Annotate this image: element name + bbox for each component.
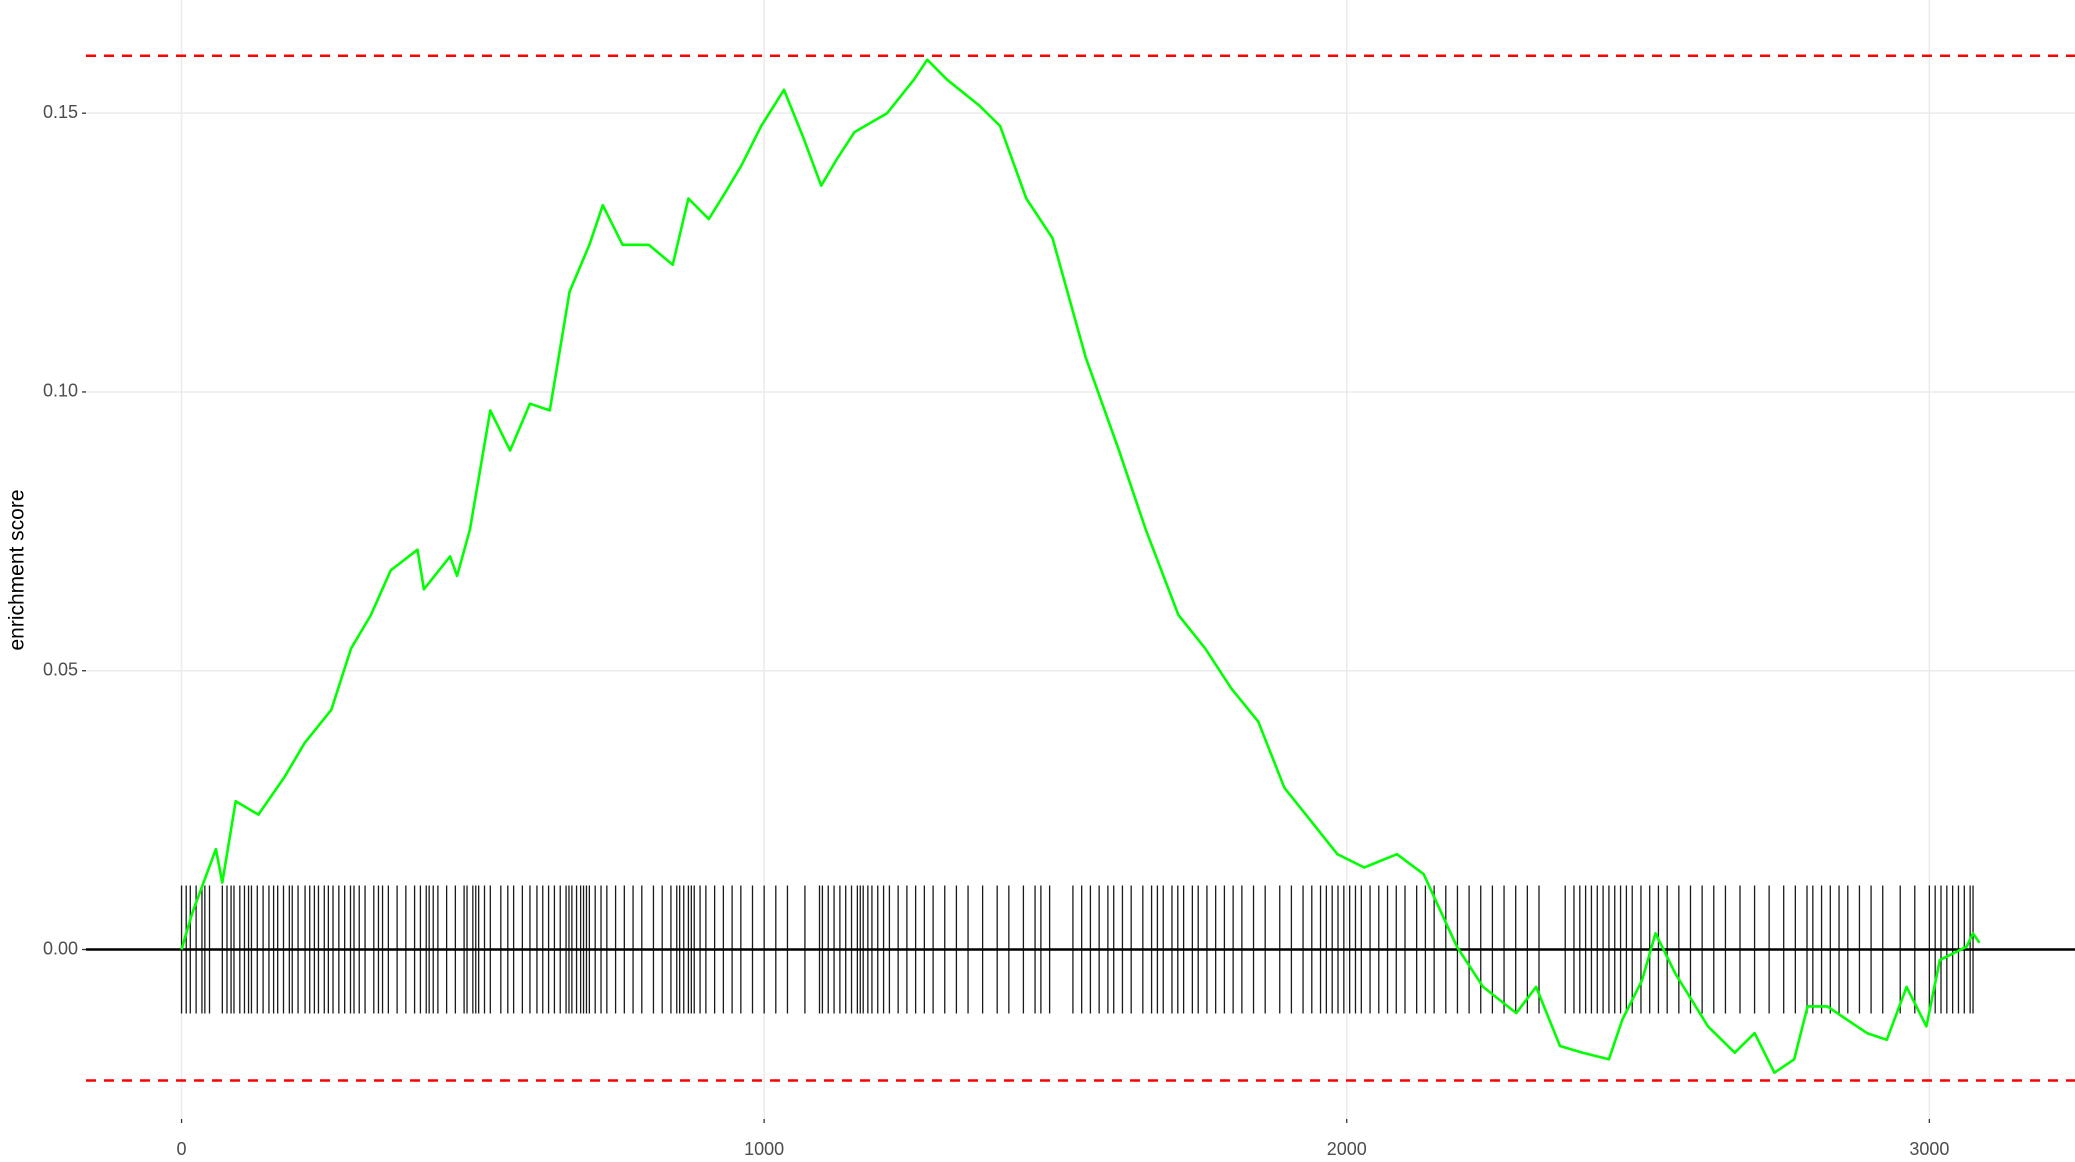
y-tick-label: 0.10 [43,381,78,401]
x-tick-label: 2000 [1327,1139,1367,1159]
enrichment-line [180,58,1981,1074]
y-tick-label: 0.00 [43,938,78,958]
x-tick-label: 0 [177,1139,187,1159]
y-axis-label: enrichment score [6,489,29,650]
y-tick-label: 0.15 [43,102,78,122]
x-tick-label: 3000 [1909,1139,1949,1159]
y-tick-label: 0.05 [43,659,78,679]
x-tick-label: 1000 [744,1139,784,1159]
